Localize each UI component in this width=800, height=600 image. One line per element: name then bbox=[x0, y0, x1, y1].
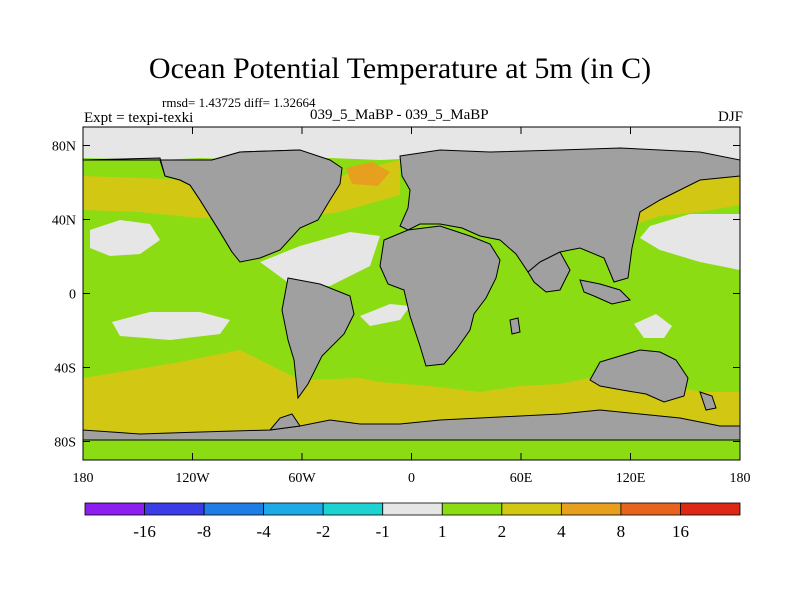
colorbar-swatch bbox=[501, 502, 562, 516]
colorbar-label: 4 bbox=[557, 522, 566, 541]
stats-label: rmsd= 1.43725 diff= 1.32664 bbox=[162, 95, 316, 110]
colorbar-swatch bbox=[322, 502, 384, 516]
west-pacific-near-zero bbox=[640, 214, 740, 270]
y-axis: 80N 40N 0 40S 80S bbox=[52, 140, 740, 451]
tasman-near-zero bbox=[634, 314, 672, 338]
runs-label: 039_5_MaBP - 039_5_MaBP bbox=[310, 107, 489, 123]
x-tick-label: 60E bbox=[510, 471, 533, 486]
x-tick-label: 180 bbox=[730, 471, 751, 486]
colorbar-swatch bbox=[560, 502, 622, 516]
y-tick-label: 40S bbox=[54, 362, 76, 377]
colorbar-label: 1 bbox=[438, 522, 447, 541]
north-america-land bbox=[82, 149, 343, 263]
south-america-land bbox=[281, 277, 355, 400]
north-atlantic-near-zero bbox=[260, 232, 380, 286]
antarctica-land bbox=[82, 409, 741, 441]
x-tick-label: 180 bbox=[73, 471, 94, 486]
land bbox=[82, 147, 741, 441]
experiment-label: Expt = texpi-texki bbox=[84, 110, 194, 126]
colorbar-swatch bbox=[680, 502, 741, 516]
colorbar-label: -1 bbox=[376, 522, 390, 541]
x-tick-label: 120E bbox=[616, 471, 646, 486]
eurasia-africa-land bbox=[399, 147, 741, 283]
madagascar-land bbox=[509, 317, 521, 335]
north-pacific-near-zero bbox=[90, 220, 160, 256]
colorbar-swatch bbox=[620, 502, 681, 516]
x-tick-label: 120W bbox=[175, 471, 210, 486]
colorbar-label: -16 bbox=[133, 522, 156, 541]
x-tick-label: 0 bbox=[408, 471, 415, 486]
india-land bbox=[527, 251, 571, 293]
south-atlantic-near-zero bbox=[360, 304, 410, 326]
north-atlantic-orange bbox=[346, 162, 390, 186]
x-tick-label: 60W bbox=[288, 471, 316, 486]
colorbar-label: 2 bbox=[498, 522, 507, 541]
colorbar-swatch bbox=[382, 502, 443, 516]
colorbar-swatch bbox=[203, 502, 265, 516]
north-pacific-yellow bbox=[620, 176, 740, 226]
y-tick-label: 40N bbox=[52, 214, 76, 229]
new-zealand-land bbox=[699, 391, 717, 411]
colorbar: -16 -8 -4 -2 -1 1 2 4 8 16 bbox=[84, 502, 741, 541]
colorbar-label: 8 bbox=[617, 522, 626, 541]
x-axis: 180 120W 60W 0 60E 120E 180 bbox=[73, 127, 751, 486]
africa-land bbox=[379, 225, 501, 367]
colorbar-label: -8 bbox=[197, 522, 211, 541]
colorbar-swatch bbox=[144, 502, 205, 516]
colorbar-label: -4 bbox=[257, 522, 272, 541]
season-label: DJF bbox=[717, 109, 743, 125]
east-pacific-near-zero bbox=[112, 312, 230, 340]
y-tick-label: 80S bbox=[54, 436, 76, 451]
colorbar-label: 16 bbox=[672, 522, 689, 541]
maritime-continent-land bbox=[579, 279, 631, 305]
antarctic-peninsula-land bbox=[268, 413, 301, 431]
australia-land bbox=[589, 349, 689, 403]
plot-area bbox=[82, 127, 741, 460]
chart-title: Ocean Potential Temperature at 5m (in C) bbox=[148, 52, 652, 85]
y-tick-label: 0 bbox=[69, 288, 76, 303]
y-tick-label: 80N bbox=[52, 140, 76, 155]
colorbar-swatch bbox=[263, 502, 324, 516]
colorbar-swatch bbox=[84, 502, 145, 516]
colorbar-label: -2 bbox=[316, 522, 330, 541]
colorbar-swatch bbox=[441, 502, 503, 516]
